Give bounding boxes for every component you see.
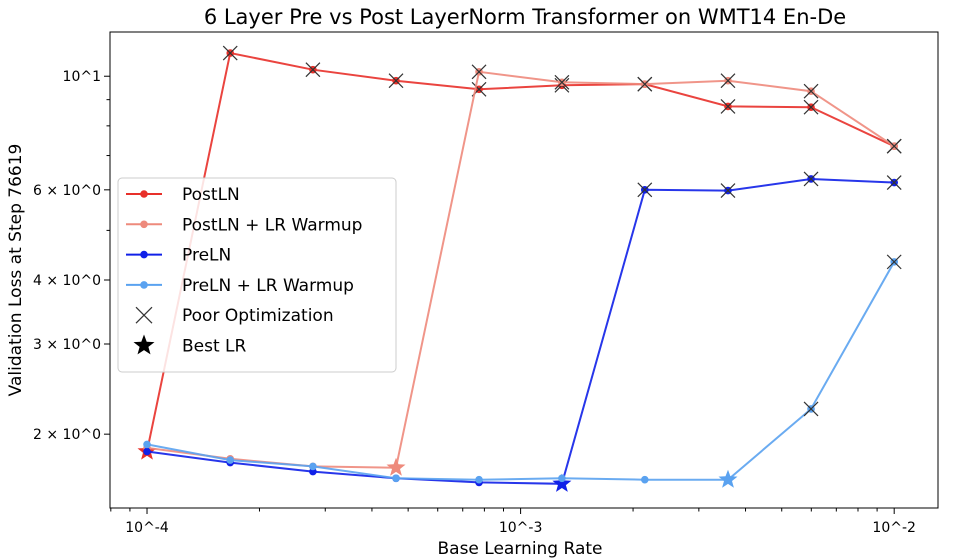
series-line (146, 261, 896, 481)
y-tick-label: 2 × 10^0 (33, 427, 101, 443)
x-mark-stroke (803, 83, 819, 99)
poor-optimization-x (222, 45, 238, 61)
poor-optimization-x (305, 62, 321, 78)
poor-optimization-x (886, 175, 902, 190)
y-axis-label: Validation Loss at Step 76619 (6, 144, 26, 397)
x-mark-stroke (886, 254, 902, 270)
x-mark-stroke (886, 175, 902, 190)
plot-marks (137, 45, 902, 492)
x-mark-stroke (388, 73, 404, 89)
data-point (309, 467, 317, 476)
chart-title: 6 Layer Pre vs Post LayerNorm Transforme… (204, 5, 846, 29)
x-mark-stroke (886, 138, 902, 154)
poor-optimization-x (554, 74, 570, 90)
legend-label: PreLN + LR Warmup (182, 276, 354, 296)
legend-x-icon (135, 306, 153, 324)
poor-optimization-x (720, 73, 736, 89)
legend-label: PostLN (182, 185, 240, 205)
legend-label: Best LR (182, 337, 247, 357)
poor-optimization-x (637, 182, 653, 198)
axes: 10^-4 10^-3 10^-2 2 × 10^0 3 × 10^0 4 × 10^0 6… (33, 69, 916, 536)
x-mark-stroke (720, 183, 736, 199)
best-lr-star (386, 457, 406, 476)
legend-dot-swatch (140, 220, 148, 229)
y-tick-label: 6 × 10^0 (33, 183, 101, 199)
poor-optimization-x (803, 83, 819, 99)
data-point (143, 447, 151, 456)
y-tick-label: 10^1 (63, 69, 101, 85)
poor-optimization-x (803, 401, 819, 417)
poor-optimization-x (803, 171, 819, 187)
x-tick-label: 10^-3 (499, 520, 543, 536)
poor-optimization-x (637, 76, 653, 92)
data-point (143, 440, 151, 449)
legend-label: PostLN + LR Warmup (182, 215, 362, 235)
best-lr-star (718, 469, 738, 488)
poor-optimization-x (720, 183, 736, 199)
poor-optimization-x (886, 254, 902, 270)
x-tick-label: 10^-4 (125, 520, 169, 536)
data-point (640, 475, 649, 484)
series-line (146, 51, 895, 452)
series-line (146, 177, 895, 485)
series-preln (143, 171, 902, 492)
x-mark-stroke (222, 45, 238, 61)
x-mark-stroke (135, 306, 153, 324)
x-mark-stroke (803, 401, 819, 417)
legend-dot-swatch (140, 250, 148, 259)
series-preln-lr-warmup (143, 254, 902, 488)
data-point (475, 475, 483, 484)
legend-dot-swatch (140, 281, 148, 289)
x-mark-stroke (803, 99, 819, 115)
poor-optimization-x (471, 64, 487, 80)
poor-optimization-x (720, 99, 736, 114)
plot-frame (109, 31, 939, 509)
legend: PostLN PostLN + LR Warmup PreLN PreLN + LR … (117, 177, 397, 373)
legend-label: Poor Optimization (182, 306, 334, 326)
best-lr-star (552, 473, 572, 492)
legend-box (117, 177, 397, 373)
x-mark-stroke (637, 76, 653, 92)
data-point (392, 474, 400, 483)
x-mark-stroke (720, 73, 736, 89)
x-axis-label: Base Learning Rate (438, 539, 603, 559)
legend-label: PreLN (182, 246, 231, 266)
y-tick-label: 3 × 10^0 (33, 337, 101, 353)
x-tick-label: 10^-2 (872, 520, 916, 536)
poor-optimization-x (388, 73, 404, 89)
x-mark-stroke (803, 171, 819, 187)
poor-optimization-x (803, 99, 819, 115)
data-point (309, 462, 317, 471)
poor-optimization-x (886, 138, 902, 154)
x-mark-stroke (471, 64, 487, 80)
legend-dot-swatch (140, 190, 148, 198)
x-mark-stroke (637, 182, 653, 198)
data-point (226, 456, 235, 464)
x-mark-stroke (554, 74, 570, 90)
x-mark-stroke (720, 99, 736, 114)
x-mark-stroke (305, 62, 321, 78)
legend-star-icon (133, 334, 155, 355)
y-tick-label: 4 × 10^0 (33, 273, 101, 289)
data-point (558, 474, 566, 483)
